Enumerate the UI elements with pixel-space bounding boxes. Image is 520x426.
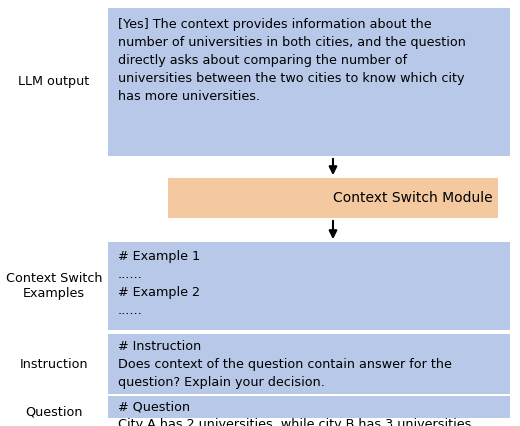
Text: Question: Question [25, 406, 83, 418]
Text: # Example 1
......
# Example 2
......: # Example 1 ...... # Example 2 ...... [118, 250, 200, 317]
FancyBboxPatch shape [168, 178, 498, 218]
Text: # Question
City A has 2 universities, while city B has 3 universities.
Which cit: # Question City A has 2 universities, wh… [118, 400, 475, 426]
FancyBboxPatch shape [108, 8, 510, 156]
FancyBboxPatch shape [108, 396, 510, 418]
Text: Context Switch
Examples: Context Switch Examples [6, 272, 102, 300]
Text: # Instruction
Does context of the question contain answer for the
question? Expl: # Instruction Does context of the questi… [118, 340, 452, 389]
Text: Instruction: Instruction [20, 357, 88, 371]
Text: [Yes] The context provides information about the
number of universities in both : [Yes] The context provides information a… [118, 18, 466, 103]
Text: LLM output: LLM output [18, 75, 89, 89]
FancyBboxPatch shape [108, 334, 510, 394]
Text: Context Switch Module: Context Switch Module [333, 191, 492, 205]
FancyBboxPatch shape [108, 242, 510, 330]
